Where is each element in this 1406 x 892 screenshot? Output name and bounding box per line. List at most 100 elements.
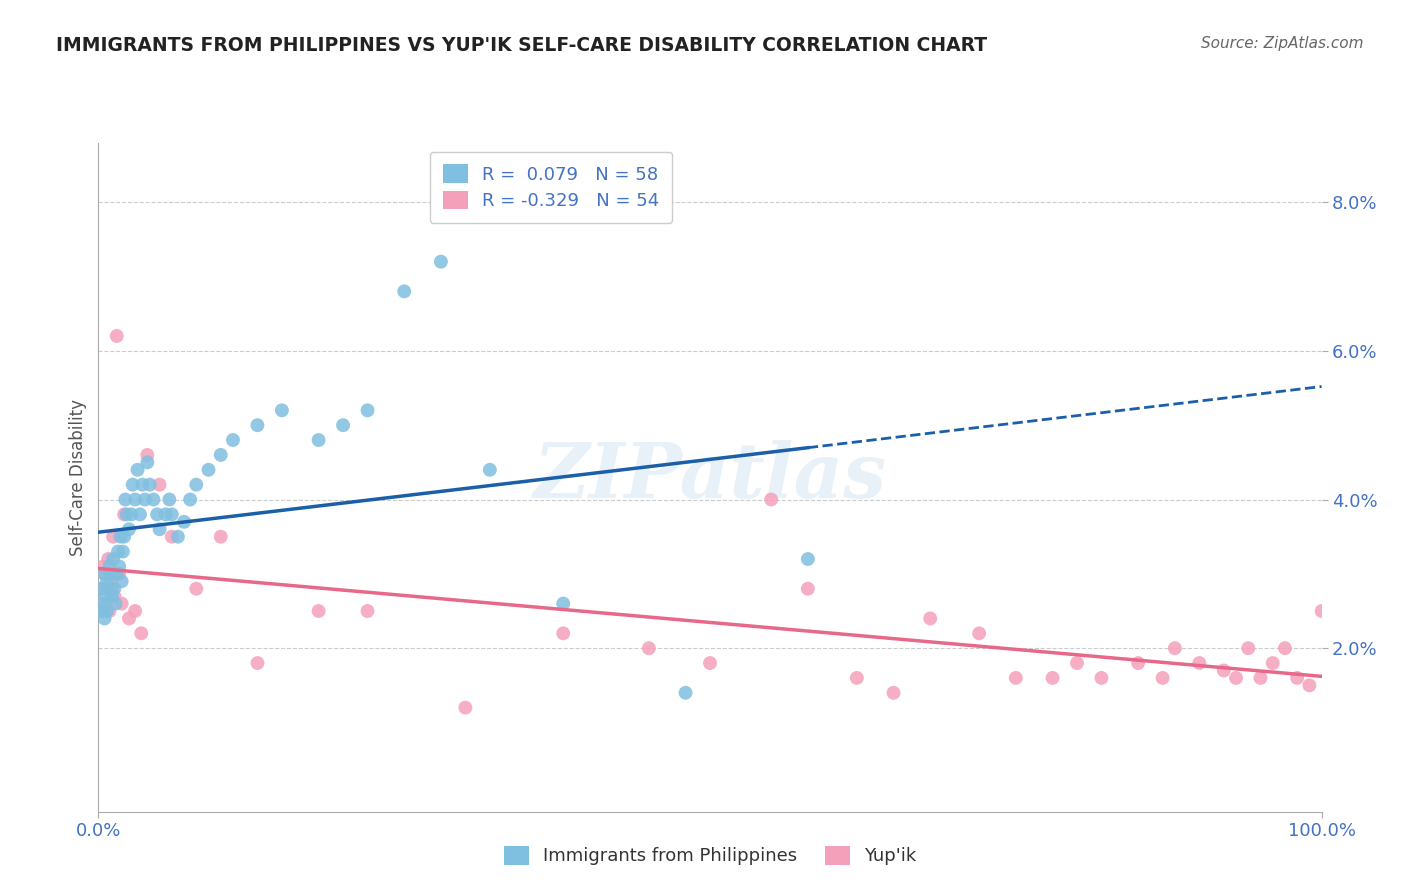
Point [149,477,172,491]
Point [129,508,152,522]
Point [127,463,149,477]
Point [124,492,146,507]
Point [93,566,115,581]
Point [98,559,121,574]
Point [94,597,117,611]
Point [761,492,783,507]
Point [209,530,232,544]
Point [222,433,245,447]
Point [1225,671,1247,685]
Point [146,508,169,522]
Point [1212,664,1234,678]
Point [124,604,146,618]
Point [96,574,118,589]
Point [173,515,195,529]
Point [93,566,115,581]
Point [101,530,124,544]
Point [1066,656,1088,670]
Point [167,530,190,544]
Point [105,329,128,343]
Point [93,611,115,625]
Point [101,552,124,566]
Point [131,477,153,491]
Point [430,254,453,268]
Point [699,656,721,670]
Point [103,582,125,596]
Point [478,463,501,477]
Point [1274,641,1296,656]
Point [1090,671,1112,685]
Legend: Immigrants from Philippines, Yup'ik: Immigrants from Philippines, Yup'ik [492,835,928,876]
Point [134,492,156,507]
Point [111,597,134,611]
Text: Source: ZipAtlas.com: Source: ZipAtlas.com [1201,36,1364,51]
Point [160,508,183,522]
Point [107,544,129,558]
Point [1188,656,1211,670]
Point [675,686,697,700]
Point [105,566,128,581]
Point [90,582,112,596]
Point [246,656,269,670]
Point [97,552,120,566]
Point [111,574,134,589]
Point [136,448,159,462]
Point [103,589,125,603]
Point [136,455,159,469]
Point [1164,641,1187,656]
Point [112,508,135,522]
Point [100,566,122,581]
Point [197,463,219,477]
Point [845,671,868,685]
Point [121,477,143,491]
Point [553,626,575,640]
Point [94,589,117,603]
Point [1128,656,1150,670]
Point [356,403,378,417]
Point [1237,641,1260,656]
Point [91,604,114,618]
Point [967,626,990,640]
Point [186,582,208,596]
Point [1286,671,1309,685]
Point [91,604,114,618]
Point [104,597,127,611]
Point [1298,678,1320,692]
Point [1004,671,1026,685]
Point [96,604,118,618]
Point [112,530,135,544]
Point [96,582,118,596]
Point [209,448,232,462]
Point [356,604,378,618]
Point [149,522,172,536]
Point [115,508,138,522]
Point [920,611,942,625]
Point [91,559,114,574]
Point [1249,671,1271,685]
Point [797,552,820,566]
Point [97,582,120,596]
Point [155,508,177,522]
Point [179,492,201,507]
Point [157,492,180,507]
Point [186,477,208,491]
Point [114,492,136,507]
Point [454,700,477,714]
Point [120,508,142,522]
Point [139,477,162,491]
Point [1152,671,1174,685]
Point [1042,671,1064,685]
Point [100,574,122,589]
Point [111,544,134,558]
Point [118,522,141,536]
Point [110,530,132,544]
Point [332,418,354,433]
Point [108,559,131,574]
Point [246,418,269,433]
Text: ZIPatlas: ZIPatlas [533,441,887,514]
Point [270,403,294,417]
Point [129,626,152,640]
Point [160,530,183,544]
Point [308,604,330,618]
Point [101,582,124,596]
